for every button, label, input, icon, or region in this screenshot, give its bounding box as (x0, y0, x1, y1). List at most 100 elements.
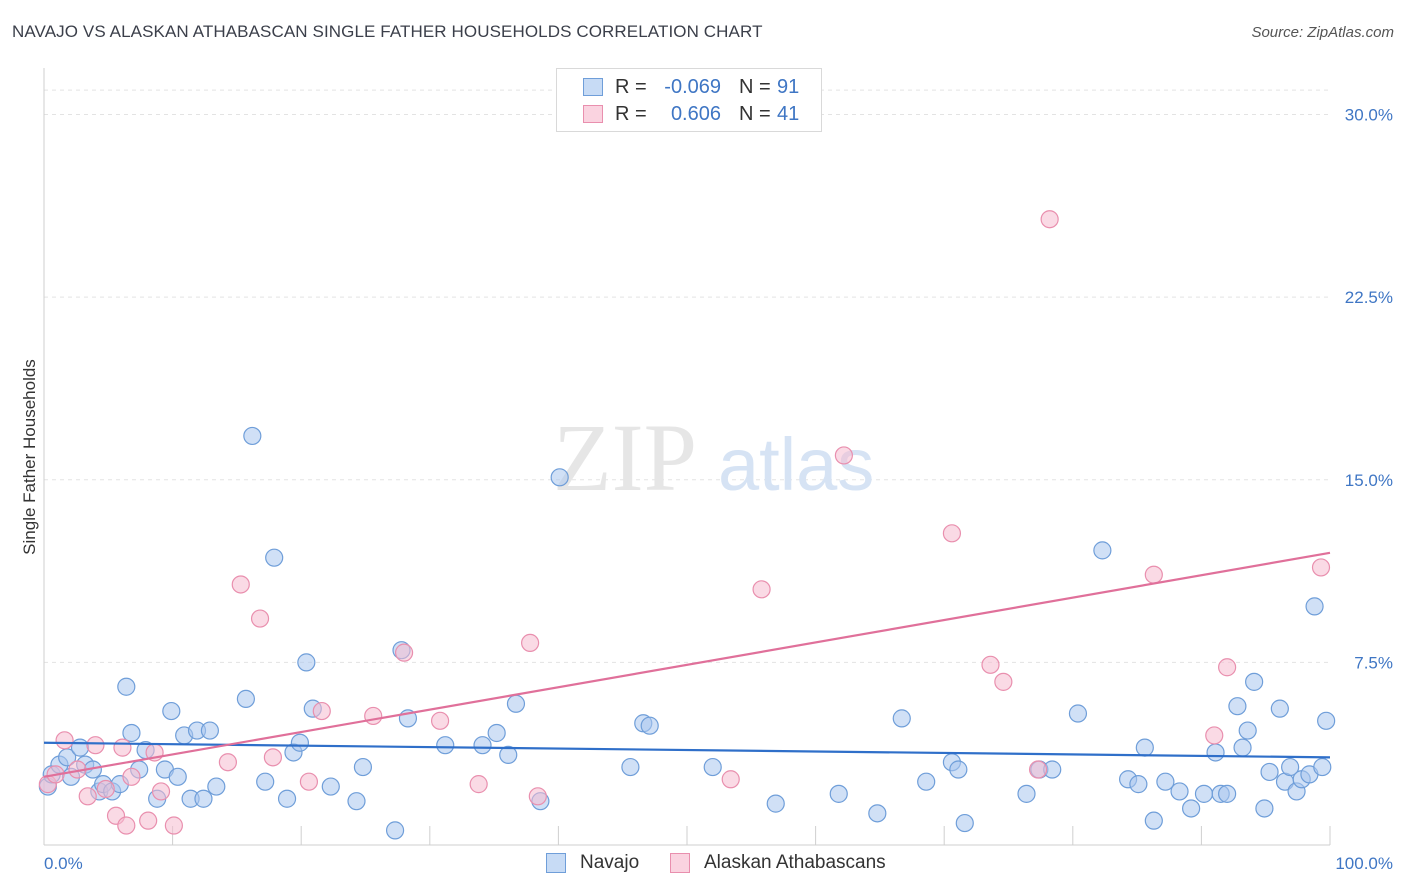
navajo-point (1206, 743, 1225, 762)
athabascan-point (263, 748, 283, 767)
chart-title: NAVAJO VS ALASKAN ATHABASCAN SINGLE FATH… (12, 22, 763, 41)
navajo-point (1245, 672, 1264, 691)
legend-swatch-athabascan (583, 105, 603, 123)
navajo-point (868, 804, 887, 823)
navajo-point (621, 757, 640, 777)
navajo-point (122, 723, 141, 743)
navajo-point (162, 701, 181, 721)
athabascan-point (752, 580, 771, 599)
y-tick-label: 22.5% (1345, 288, 1393, 307)
navajo-point (550, 468, 569, 487)
x-tick-label: 100.0% (1335, 854, 1393, 873)
navajo-point (1017, 784, 1036, 803)
athabascan-point (113, 738, 132, 757)
navajo-point (70, 738, 90, 757)
series-legend: Navajo Alaskan Athabascans (0, 852, 1406, 876)
athabascan-point (521, 633, 540, 653)
navajo-point (1170, 782, 1189, 801)
navajo-point (1068, 704, 1088, 723)
source-label: Source: ZipAtlas.com (1251, 24, 1394, 41)
navajo-point (1233, 738, 1252, 757)
athabascan-point (139, 811, 158, 830)
navajo-point (949, 760, 968, 779)
navajo-point (506, 694, 526, 713)
navajo-point (499, 745, 518, 765)
navajo-point (703, 757, 722, 777)
athabascan-point (78, 787, 97, 806)
navajo-point (1194, 784, 1214, 803)
y-tick-label: 15.0% (1345, 471, 1393, 490)
x-tick-label: 0.0% (44, 854, 83, 873)
navajo-point (1313, 757, 1332, 777)
navajo-point (1255, 799, 1274, 818)
navajo-point (640, 716, 659, 735)
legend-label-navajo: Navajo (580, 852, 640, 873)
legend-n-value: 41 (777, 102, 800, 125)
correlation-legend: R = -0.069 N = 91 R = 0.606 N = 41 (556, 68, 822, 132)
legend-n-label: N = (739, 102, 771, 125)
navajo-point (168, 767, 187, 786)
athabascan-point (299, 772, 319, 791)
navajo-point (955, 813, 974, 833)
legend-n-value: 91 (777, 75, 800, 98)
athabascan-point (151, 782, 171, 801)
legend-swatch-navajo (546, 853, 566, 873)
y-tick-label: 30.0% (1345, 106, 1393, 125)
athabascan-point (364, 706, 383, 726)
navajo-point (829, 784, 848, 803)
legend-item-athabascan: Alaskan Athabascans (670, 852, 886, 874)
athabascan-point (86, 736, 105, 755)
athabascan-point (721, 770, 740, 789)
navajo-point (1238, 721, 1257, 740)
navajo-point (194, 789, 213, 808)
navajo-point (207, 777, 226, 796)
navajo-point (1218, 784, 1237, 803)
navajo-point (290, 733, 310, 752)
navajo-point (473, 736, 492, 755)
trend-lines (43, 551, 1331, 778)
navajo-point (243, 426, 262, 446)
athabascan-point (394, 643, 414, 662)
athabascan-point (218, 753, 237, 772)
athabascan-point (1040, 210, 1059, 229)
y-tick-label: 7.5% (1354, 653, 1393, 672)
athabascan-point (250, 609, 270, 628)
navajo-point (347, 792, 366, 811)
navajo-point (1156, 772, 1175, 791)
athabascan-point (469, 775, 488, 794)
navajo-point (892, 709, 911, 728)
navajo-point (1093, 541, 1112, 560)
athabascan-point (942, 524, 962, 543)
athabascan-point (1311, 558, 1331, 577)
navajo-point (1135, 738, 1154, 757)
navajo-point (1305, 597, 1324, 616)
navajo-point (1182, 799, 1201, 818)
athabascan-point (96, 779, 115, 799)
watermark-zip: ZIP (553, 404, 697, 511)
athabascan-point (994, 672, 1013, 691)
athabascan-point (1205, 726, 1224, 745)
navajo-point (353, 757, 373, 777)
athabascan-point (430, 711, 450, 730)
athabascan-point (117, 816, 136, 835)
watermark-atlas: atlas (718, 423, 874, 506)
data-points (38, 210, 1336, 840)
navajo-point (1270, 699, 1289, 718)
navajo-point (1317, 711, 1336, 730)
navajo-point (766, 794, 785, 813)
athabascan-point (231, 575, 250, 594)
axes (43, 68, 1331, 846)
legend-label-athabascan: Alaskan Athabascans (704, 852, 886, 873)
navajo-point (436, 736, 455, 755)
navajo-point (297, 653, 316, 672)
navajo-point (1260, 762, 1279, 782)
athabascan-point (1028, 760, 1048, 779)
y-axis-label: Single Father Households (20, 359, 39, 555)
x-tick-labels: 0.0% 100.0% (44, 854, 1393, 873)
athabascan-point (981, 655, 1000, 674)
athabascan-point (164, 816, 183, 835)
navajo-point (200, 721, 219, 740)
legend-swatch-athabascan (670, 853, 690, 873)
legend-row-navajo: R = -0.069 N = 91 (583, 75, 807, 99)
